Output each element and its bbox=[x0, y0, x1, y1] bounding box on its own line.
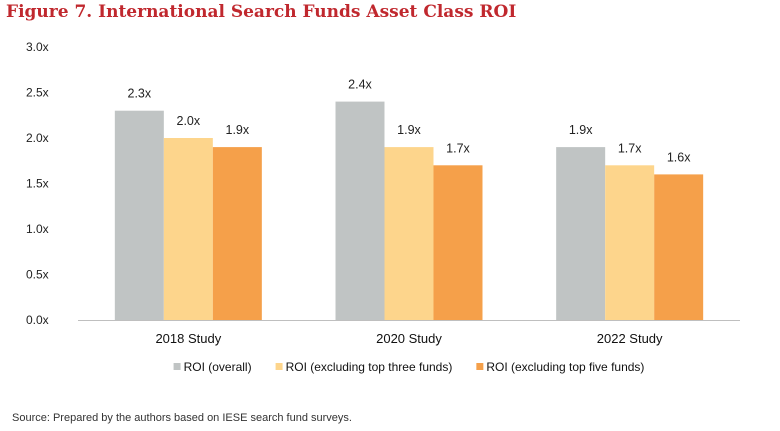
legend-swatch bbox=[476, 363, 484, 370]
bar bbox=[556, 147, 606, 320]
y-tick-label: 1.0x bbox=[26, 222, 49, 236]
data-label: 2.4x bbox=[348, 78, 372, 92]
legend-swatch bbox=[173, 363, 181, 370]
data-label: 2.0x bbox=[177, 114, 201, 128]
bars bbox=[114, 101, 704, 320]
bar bbox=[163, 138, 213, 320]
x-category-label: 2018 Study bbox=[155, 331, 221, 346]
source-note: Source: Prepared by the authors based on… bbox=[12, 412, 352, 424]
data-label: 1.6x bbox=[667, 150, 691, 164]
y-tick-label: 0.5x bbox=[26, 268, 49, 282]
bar bbox=[114, 110, 164, 320]
x-category-label: 2020 Study bbox=[376, 331, 442, 346]
legend: ROI (overall) ROI (excluding top three fu… bbox=[173, 360, 644, 374]
y-tick-label: 2.5x bbox=[26, 86, 49, 100]
x-axis-categories: 2018 Study 2020 Study 2022 Study bbox=[155, 331, 663, 346]
legend-label: ROI (excluding top three funds) bbox=[286, 360, 453, 374]
data-label: 1.7x bbox=[618, 141, 642, 155]
bar bbox=[654, 174, 704, 320]
data-label: 2.3x bbox=[128, 87, 152, 101]
bar bbox=[433, 165, 483, 320]
y-axis-ticks: 0.0x 0.5x 1.0x 1.5x 2.0x 2.5x 3.0x bbox=[26, 40, 49, 327]
y-tick-label: 1.5x bbox=[26, 177, 49, 191]
data-label: 1.7x bbox=[446, 141, 470, 155]
bar bbox=[384, 147, 434, 320]
data-label: 1.9x bbox=[569, 123, 593, 137]
legend-label: ROI (excluding top five funds) bbox=[486, 360, 644, 374]
data-label: 1.9x bbox=[397, 123, 421, 137]
x-category-label: 2022 Study bbox=[597, 331, 663, 346]
figure-title: Figure 7. International Search Funds Ass… bbox=[6, 2, 517, 22]
bar bbox=[212, 147, 262, 320]
y-tick-label: 0.0x bbox=[26, 313, 49, 327]
legend-label: ROI (overall) bbox=[184, 360, 252, 374]
data-label: 1.9x bbox=[226, 123, 250, 137]
y-tick-label: 2.0x bbox=[26, 131, 49, 145]
bar bbox=[605, 165, 655, 320]
y-tick-label: 3.0x bbox=[26, 40, 49, 54]
bar bbox=[335, 101, 385, 320]
data-labels: 2.3x 2.0x 1.9x 2.4x 1.9x 1.7x 1.9x 1.7x 1.6x bbox=[128, 78, 692, 165]
legend-swatch bbox=[275, 363, 283, 370]
